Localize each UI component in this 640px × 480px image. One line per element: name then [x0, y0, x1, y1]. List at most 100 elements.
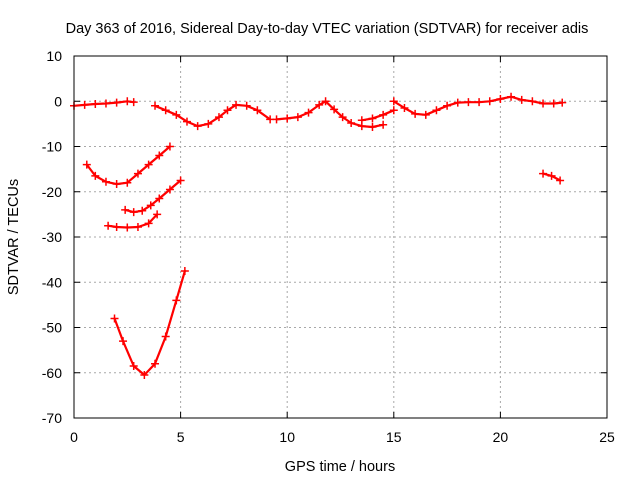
data-series: [70, 92, 567, 380]
data-point: [347, 118, 356, 127]
data-point: [330, 105, 339, 114]
data-point: [272, 115, 281, 124]
data-point: [121, 205, 130, 214]
data-point: [101, 177, 110, 186]
y-tick-label: -20: [42, 184, 62, 200]
data-point: [453, 98, 462, 107]
data-point: [165, 142, 174, 151]
data-point: [182, 117, 191, 126]
data-point: [155, 151, 164, 160]
data-point: [338, 113, 347, 122]
data-point: [379, 110, 388, 119]
data-point: [432, 106, 441, 115]
data-point: [123, 223, 132, 232]
data-point: [321, 97, 330, 106]
series-line: [153, 103, 272, 128]
x-tick-label: 10: [279, 429, 295, 445]
data-point: [91, 99, 100, 108]
data-point: [129, 208, 138, 217]
x-axis-label: GPS time / hours: [285, 459, 395, 475]
y-tick-label: 0: [54, 93, 62, 109]
data-point: [389, 106, 398, 115]
data-point: [112, 223, 121, 232]
data-point: [517, 95, 526, 104]
data-point: [315, 100, 324, 109]
data-point: [119, 337, 128, 346]
data-point: [129, 98, 138, 107]
y-tick-label: -40: [42, 274, 62, 290]
data-point: [475, 98, 484, 107]
data-point: [123, 178, 132, 187]
series-arc-10: [539, 169, 565, 185]
data-point: [389, 97, 398, 106]
data-point: [91, 171, 100, 180]
data-point: [104, 221, 113, 230]
series-line: [360, 109, 395, 122]
series-arc-5: [110, 266, 189, 380]
data-point: [485, 97, 494, 106]
data-point: [153, 210, 162, 219]
x-tick-label: 15: [386, 429, 402, 445]
data-point: [172, 110, 181, 119]
data-point: [242, 101, 251, 110]
data-point: [539, 169, 548, 178]
data-point: [253, 106, 262, 115]
data-point: [133, 223, 142, 232]
x-tick-label: 5: [177, 429, 185, 445]
y-tick-label: -70: [42, 410, 62, 426]
y-tick-label: -50: [42, 320, 62, 336]
data-point: [172, 296, 181, 305]
data-point: [443, 101, 452, 110]
data-point: [539, 99, 548, 108]
x-tick-label: 25: [599, 429, 615, 445]
data-point: [80, 100, 89, 109]
data-point: [464, 98, 473, 107]
data-point: [151, 101, 160, 110]
y-axis-label: SDTVAR / TECUs: [6, 179, 22, 295]
data-point: [176, 176, 185, 185]
data-point: [411, 109, 420, 118]
data-point: [368, 114, 377, 123]
series-arc-7: [272, 97, 388, 132]
y-tick-label: 10: [46, 48, 62, 64]
data-point: [421, 110, 430, 119]
data-point: [357, 116, 366, 125]
series-arc-8: [357, 106, 398, 125]
data-point: [558, 98, 567, 107]
series-arc-3: [121, 176, 185, 217]
data-point: [123, 97, 132, 106]
data-point: [293, 113, 302, 122]
chart-title: Day 363 of 2016, Sidereal Day-to-day VTE…: [66, 21, 589, 37]
data-point: [161, 106, 170, 115]
x-tick-label: 0: [70, 429, 78, 445]
series-line: [113, 269, 186, 377]
data-point: [193, 122, 202, 131]
series-arc-6: [151, 100, 275, 131]
data-point: [151, 359, 160, 368]
data-point: [110, 314, 119, 323]
data-point: [101, 99, 110, 108]
data-point: [400, 104, 409, 113]
data-point: [549, 99, 558, 108]
series-arc-4: [104, 210, 162, 232]
series-arc-2: [82, 142, 174, 189]
data-point: [214, 113, 223, 122]
data-point: [204, 119, 213, 128]
data-point: [507, 92, 516, 101]
plot-frame: [73, 55, 608, 419]
y-tick-label: -60: [42, 365, 62, 381]
data-point: [161, 332, 170, 341]
data-point: [304, 108, 313, 117]
data-point: [223, 106, 232, 115]
series-arc-9: [389, 92, 567, 119]
data-point: [496, 94, 505, 103]
data-point: [112, 180, 121, 189]
data-point: [112, 98, 121, 107]
data-point: [165, 185, 174, 194]
data-point: [283, 114, 292, 123]
data-point: [144, 219, 153, 228]
x-tick-label: 20: [493, 429, 509, 445]
data-point: [155, 194, 164, 203]
